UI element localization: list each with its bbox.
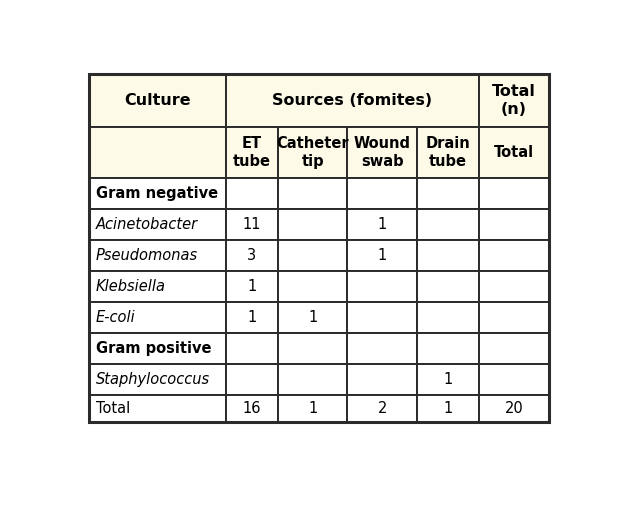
Bar xyxy=(417,333,479,364)
Bar xyxy=(347,240,417,271)
Bar xyxy=(479,240,549,271)
Bar xyxy=(278,333,347,364)
Bar xyxy=(278,209,347,240)
Text: 20: 20 xyxy=(504,401,523,416)
Text: 16: 16 xyxy=(242,401,261,416)
Bar xyxy=(89,333,226,364)
Bar xyxy=(226,364,278,395)
Bar xyxy=(479,364,549,395)
Bar xyxy=(89,127,226,178)
Text: Total
(n): Total (n) xyxy=(492,84,536,117)
Bar xyxy=(89,209,226,240)
Bar xyxy=(226,127,278,178)
Text: 2: 2 xyxy=(378,401,387,416)
Text: 1: 1 xyxy=(444,372,453,387)
Bar xyxy=(479,127,549,178)
Text: Wound
swab: Wound swab xyxy=(354,136,411,169)
Bar xyxy=(347,302,417,333)
Text: Catheter
tip: Catheter tip xyxy=(276,136,349,169)
Text: 3: 3 xyxy=(247,248,256,263)
Text: Pseudomonas: Pseudomonas xyxy=(96,248,198,263)
Bar xyxy=(226,271,278,302)
Bar xyxy=(226,240,278,271)
Bar xyxy=(226,302,278,333)
Bar xyxy=(278,178,347,209)
Bar xyxy=(89,395,226,421)
Bar xyxy=(226,209,278,240)
Bar xyxy=(347,127,417,178)
Text: 1: 1 xyxy=(308,310,317,325)
Bar xyxy=(278,240,347,271)
Bar xyxy=(226,74,479,127)
Text: Total: Total xyxy=(494,145,534,160)
Text: Sources (fomites): Sources (fomites) xyxy=(272,93,433,108)
Bar xyxy=(417,178,479,209)
Bar xyxy=(347,395,417,421)
Bar xyxy=(89,74,226,127)
Bar xyxy=(278,302,347,333)
Bar xyxy=(347,364,417,395)
Text: E-coli: E-coli xyxy=(96,310,136,325)
Text: 1: 1 xyxy=(378,217,387,232)
Text: Acinetobacter: Acinetobacter xyxy=(96,217,198,232)
Text: Klebsiella: Klebsiella xyxy=(96,279,166,294)
Bar xyxy=(479,395,549,421)
Bar xyxy=(417,395,479,421)
Bar xyxy=(226,178,278,209)
Bar xyxy=(347,271,417,302)
Bar xyxy=(89,178,226,209)
Bar xyxy=(278,127,347,178)
Bar xyxy=(479,209,549,240)
Bar xyxy=(417,364,479,395)
Text: 1: 1 xyxy=(378,248,387,263)
Bar xyxy=(278,395,347,421)
Bar xyxy=(89,271,226,302)
Bar xyxy=(417,127,479,178)
Bar xyxy=(347,209,417,240)
Bar xyxy=(479,302,549,333)
Bar xyxy=(347,333,417,364)
Text: ET
tube: ET tube xyxy=(233,136,271,169)
Bar xyxy=(226,395,278,421)
Text: 1: 1 xyxy=(308,401,317,416)
Text: Gram negative: Gram negative xyxy=(96,186,218,201)
Bar xyxy=(89,302,226,333)
Bar xyxy=(479,74,549,127)
Bar xyxy=(89,74,549,421)
Text: 1: 1 xyxy=(247,279,256,294)
Bar xyxy=(89,364,226,395)
Bar xyxy=(479,333,549,364)
Bar xyxy=(417,209,479,240)
Text: Culture: Culture xyxy=(124,93,190,108)
Bar xyxy=(479,271,549,302)
Bar xyxy=(278,364,347,395)
Bar xyxy=(347,178,417,209)
Bar xyxy=(226,333,278,364)
Text: Staphylococcus: Staphylococcus xyxy=(96,372,210,387)
Bar xyxy=(417,302,479,333)
Text: Total: Total xyxy=(96,401,130,416)
Bar xyxy=(417,271,479,302)
Text: Gram positive: Gram positive xyxy=(96,341,212,356)
Bar xyxy=(89,240,226,271)
Text: 1: 1 xyxy=(247,310,256,325)
Text: 1: 1 xyxy=(444,401,453,416)
Text: 11: 11 xyxy=(242,217,261,232)
Bar xyxy=(479,178,549,209)
Bar xyxy=(417,240,479,271)
Text: Drain
tube: Drain tube xyxy=(426,136,470,169)
Bar xyxy=(278,271,347,302)
